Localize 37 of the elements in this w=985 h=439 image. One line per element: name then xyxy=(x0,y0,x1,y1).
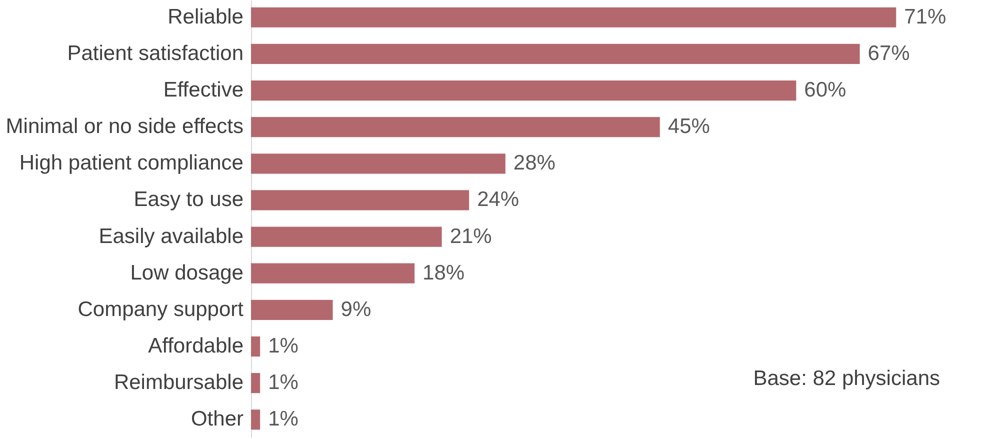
bar xyxy=(251,263,415,284)
data-label: 28% xyxy=(513,152,556,175)
bar xyxy=(251,373,260,394)
y-tick-label: Easily available xyxy=(98,224,244,248)
bar xyxy=(251,410,260,430)
data-label: 67% xyxy=(868,42,910,65)
y-tick-label: Easy to use xyxy=(134,188,244,212)
bar xyxy=(251,300,333,320)
data-label: 24% xyxy=(477,188,520,212)
data-label: 1% xyxy=(268,371,298,394)
data-label: 18% xyxy=(422,261,465,284)
y-tick-label: Low dosage xyxy=(130,261,244,284)
data-label: 1% xyxy=(268,408,298,431)
bar xyxy=(251,336,260,357)
data-label: 71% xyxy=(904,5,946,28)
y-tick-label: High patient compliance xyxy=(19,152,244,175)
data-label: 1% xyxy=(268,334,298,358)
data-label: 9% xyxy=(340,298,372,321)
bar xyxy=(251,44,860,64)
y-tick-label: Reliable xyxy=(168,5,244,28)
y-tick-label: Reimbursable xyxy=(114,371,244,394)
y-tick-label: Company support xyxy=(78,298,244,321)
data-label: 45% xyxy=(668,115,710,138)
annotation: Base: 82 physicians xyxy=(753,367,940,390)
y-tick-label: Minimal or no side effects xyxy=(6,115,244,138)
y-tick-label: Other xyxy=(190,408,244,431)
y-tick-label: Affordable xyxy=(148,334,244,358)
bar xyxy=(251,226,442,247)
bar xyxy=(251,7,896,28)
bar xyxy=(251,80,796,101)
bar xyxy=(251,190,470,210)
data-label: 60% xyxy=(804,78,846,102)
data-label: 21% xyxy=(450,224,492,248)
y-tick-label: Patient satisfaction xyxy=(67,42,244,65)
bar xyxy=(251,117,660,138)
bar xyxy=(251,154,506,174)
y-tick-label: Effective xyxy=(163,78,244,102)
